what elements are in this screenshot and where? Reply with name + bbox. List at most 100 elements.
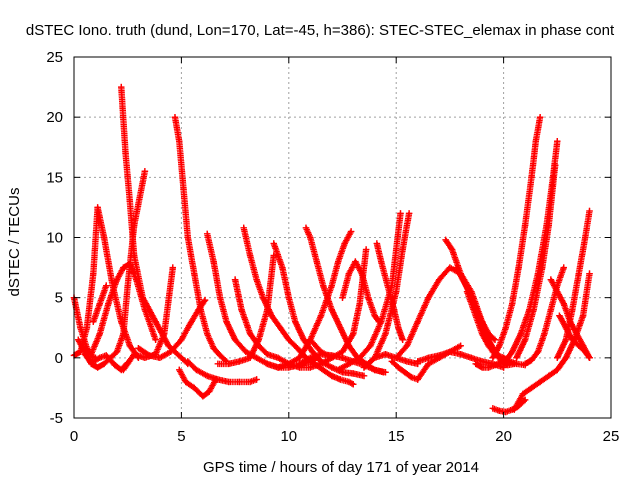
series-22 bbox=[339, 258, 383, 325]
data-point bbox=[352, 258, 359, 265]
data-point bbox=[545, 222, 552, 229]
series-33 bbox=[472, 358, 507, 371]
data-point bbox=[489, 354, 497, 362]
data-point bbox=[382, 369, 389, 376]
axis-ticks bbox=[73, 56, 612, 419]
data-point bbox=[100, 360, 108, 368]
data-point bbox=[167, 348, 174, 356]
data-point bbox=[335, 366, 342, 374]
data-point bbox=[246, 354, 254, 362]
data-point bbox=[83, 324, 91, 331]
data-point bbox=[556, 312, 563, 319]
data-point bbox=[341, 240, 348, 247]
data-point bbox=[203, 372, 211, 380]
data-point bbox=[296, 354, 303, 362]
data-point bbox=[517, 330, 524, 337]
data-point bbox=[365, 294, 372, 301]
data-point bbox=[360, 372, 368, 380]
data-point bbox=[201, 296, 209, 304]
data-point bbox=[337, 376, 344, 383]
data-point bbox=[569, 336, 576, 343]
data-point bbox=[384, 282, 391, 289]
data-point bbox=[575, 342, 582, 349]
data-point bbox=[152, 318, 159, 325]
data-point bbox=[397, 210, 404, 217]
data-point bbox=[319, 282, 327, 289]
data-point bbox=[126, 260, 134, 268]
data-point bbox=[399, 336, 406, 343]
data-point bbox=[562, 336, 570, 343]
data-point bbox=[408, 373, 415, 381]
data-point bbox=[238, 306, 245, 313]
data-point bbox=[435, 352, 443, 359]
data-point bbox=[223, 318, 230, 325]
data-point bbox=[350, 330, 357, 337]
data-point bbox=[236, 378, 243, 386]
data-point bbox=[94, 364, 101, 371]
data-point bbox=[113, 348, 121, 356]
data-point bbox=[118, 83, 125, 91]
data-point bbox=[274, 354, 282, 362]
data-point bbox=[347, 228, 355, 235]
data-point bbox=[528, 357, 535, 364]
data-point bbox=[126, 342, 134, 349]
data-point bbox=[81, 351, 88, 358]
data-point bbox=[100, 234, 108, 241]
data-point bbox=[328, 306, 335, 313]
data-point bbox=[442, 236, 449, 244]
data-point bbox=[184, 358, 192, 365]
series-27 bbox=[388, 342, 464, 383]
data-point bbox=[403, 358, 411, 365]
data-point bbox=[296, 360, 303, 368]
data-point bbox=[176, 138, 183, 145]
data-point bbox=[253, 376, 260, 383]
data-point bbox=[203, 330, 211, 337]
data-point bbox=[139, 294, 146, 301]
data-point bbox=[264, 351, 271, 358]
data-point bbox=[255, 342, 262, 349]
series-4 bbox=[81, 351, 131, 374]
data-point bbox=[231, 276, 239, 283]
data-point bbox=[214, 360, 222, 368]
data-point bbox=[390, 306, 398, 313]
data-point bbox=[573, 330, 580, 337]
data-point bbox=[270, 240, 277, 247]
data-point bbox=[161, 330, 168, 337]
data-point bbox=[446, 264, 454, 271]
data-point bbox=[203, 230, 211, 238]
data-point bbox=[521, 222, 529, 229]
y-tick-label: 25 bbox=[46, 49, 63, 66]
data-point bbox=[528, 174, 535, 181]
data-point bbox=[457, 351, 464, 358]
series-17 bbox=[270, 240, 368, 380]
chart-title: dSTEC Iono. truth (dund, Lon=170, Lat=-4… bbox=[26, 22, 615, 39]
data-point bbox=[515, 264, 522, 271]
data-point bbox=[103, 282, 110, 289]
data-point bbox=[96, 300, 103, 307]
data-point bbox=[519, 390, 527, 398]
data-point bbox=[309, 348, 316, 356]
data-point bbox=[435, 276, 443, 283]
series-42 bbox=[554, 207, 593, 362]
data-point bbox=[403, 342, 411, 349]
series-31 bbox=[453, 264, 499, 343]
data-point bbox=[414, 318, 421, 325]
data-point bbox=[253, 276, 260, 283]
data-point bbox=[253, 354, 260, 362]
data-point bbox=[532, 138, 540, 145]
data-point bbox=[292, 318, 299, 325]
data-point bbox=[302, 224, 310, 232]
data-point bbox=[274, 364, 282, 371]
data-point bbox=[225, 378, 232, 386]
data-point bbox=[485, 330, 492, 337]
data-point bbox=[457, 342, 464, 349]
series-13 bbox=[184, 358, 260, 386]
series-35 bbox=[511, 270, 593, 413]
data-point bbox=[562, 354, 570, 362]
data-point bbox=[448, 246, 456, 253]
data-point bbox=[478, 330, 486, 337]
data-point bbox=[294, 345, 301, 352]
data-point bbox=[496, 342, 503, 349]
data-point bbox=[362, 246, 370, 253]
data-point bbox=[259, 294, 267, 301]
